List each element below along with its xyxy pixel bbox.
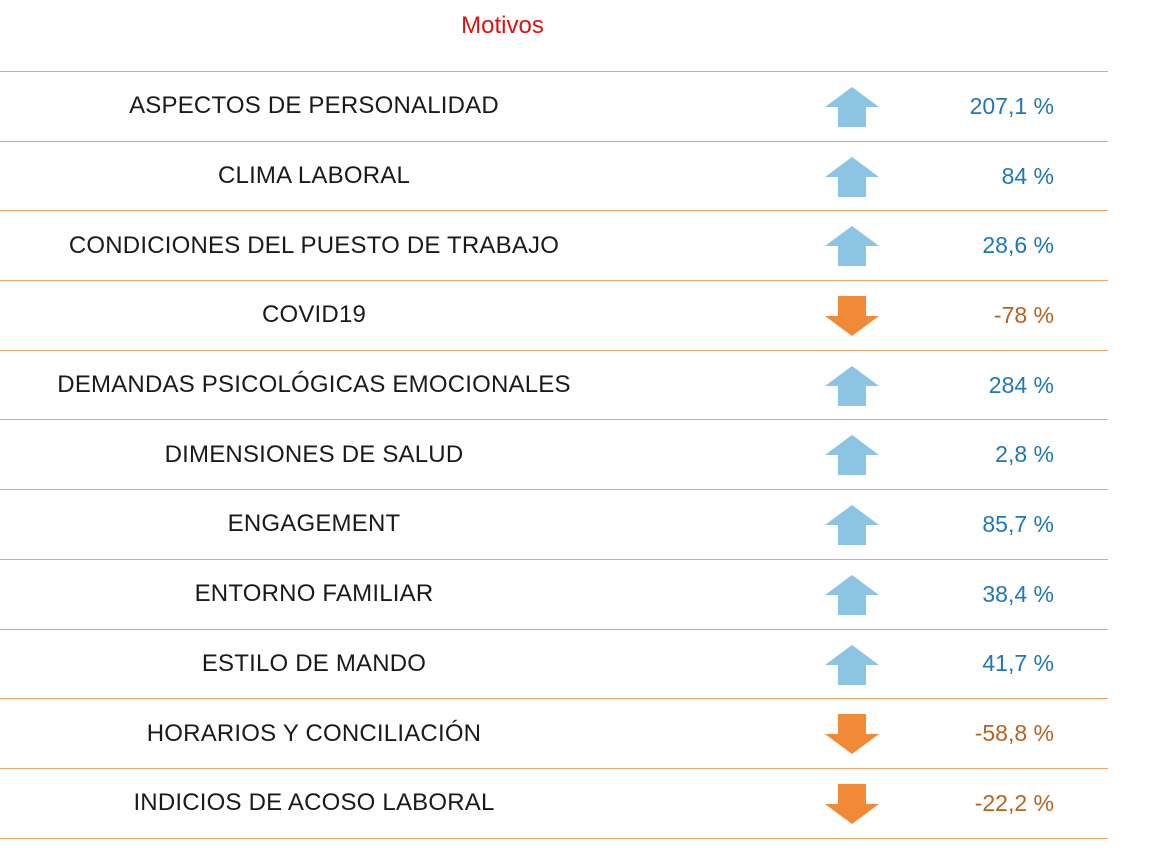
- arrow-up-icon: [825, 365, 879, 406]
- row-label: COVID19: [261, 301, 367, 329]
- row-label: DIMENSIONES DE SALUD: [164, 440, 464, 468]
- table-row: INDICIOS DE ACOSO LABORAL -22,2 %: [0, 769, 1108, 839]
- row-label: ENTORNO FAMILIAR: [194, 580, 434, 608]
- motivos-table: ASPECTOS DE PERSONALIDAD 207,1 % CLIMA LAB…: [0, 71, 1108, 839]
- row-value: 85,7 %: [982, 510, 1054, 537]
- row-value: -22,2 %: [974, 789, 1054, 816]
- table-row: ESTILO DE MANDO 41,7 %: [0, 630, 1108, 700]
- row-label: INDICIOS DE ACOSO LABORAL: [133, 789, 495, 817]
- arrow-up-icon: [825, 226, 879, 267]
- table-row: ENTORNO FAMILIAR 38,4 %: [0, 560, 1108, 630]
- row-label: ENGAGEMENT: [227, 510, 401, 538]
- row-value: 41,7 %: [982, 650, 1054, 677]
- arrow-up-icon: [825, 156, 879, 197]
- row-value: 28,6 %: [982, 232, 1054, 259]
- row-value: 207,1 %: [969, 92, 1054, 119]
- arrow-up-icon: [825, 574, 879, 615]
- arrow-down-icon: [825, 783, 879, 824]
- arrow-up-icon: [825, 644, 879, 685]
- row-label: DEMANDAS PSICOLÓGICAS EMOCIONALES: [57, 371, 571, 399]
- table-row: CLIMA LABORAL 84 %: [0, 142, 1108, 212]
- row-label: CONDICIONES DEL PUESTO DE TRABAJO: [68, 231, 560, 259]
- row-value: 2,8 %: [995, 441, 1054, 468]
- row-value: 84 %: [1001, 162, 1054, 189]
- row-value: 284 %: [988, 371, 1054, 398]
- row-label: CLIMA LABORAL: [217, 162, 410, 190]
- arrow-down-icon: [825, 296, 879, 337]
- row-value: -78 %: [993, 301, 1054, 328]
- row-label: ASPECTOS DE PERSONALIDAD: [129, 92, 499, 120]
- table-row: ASPECTOS DE PERSONALIDAD 207,1 %: [0, 72, 1108, 142]
- arrow-up-icon: [825, 505, 879, 546]
- table-row: CONDICIONES DEL PUESTO DE TRABAJO 28,6 %: [0, 211, 1108, 282]
- arrow-down-icon: [825, 714, 879, 755]
- arrow-up-icon: [825, 87, 879, 127]
- arrow-up-icon: [825, 435, 879, 476]
- table-row: DIMENSIONES DE SALUD 2,8 %: [0, 420, 1108, 491]
- row-label: HORARIOS Y CONCILIACIÓN: [146, 719, 482, 747]
- row-value: 38,4 %: [982, 580, 1054, 607]
- table-title: Motivos: [461, 12, 544, 39]
- row-value: -58,8 %: [974, 720, 1054, 747]
- table-row: ENGAGEMENT 85,7 %: [0, 490, 1108, 560]
- row-label: ESTILO DE MANDO: [201, 649, 427, 677]
- table-row: HORARIOS Y CONCILIACIÓN -58,8 %: [0, 699, 1108, 769]
- table-row: COVID19 -78 %: [0, 281, 1108, 351]
- table-row: DEMANDAS PSICOLÓGICAS EMOCIONALES 284 %: [0, 351, 1108, 421]
